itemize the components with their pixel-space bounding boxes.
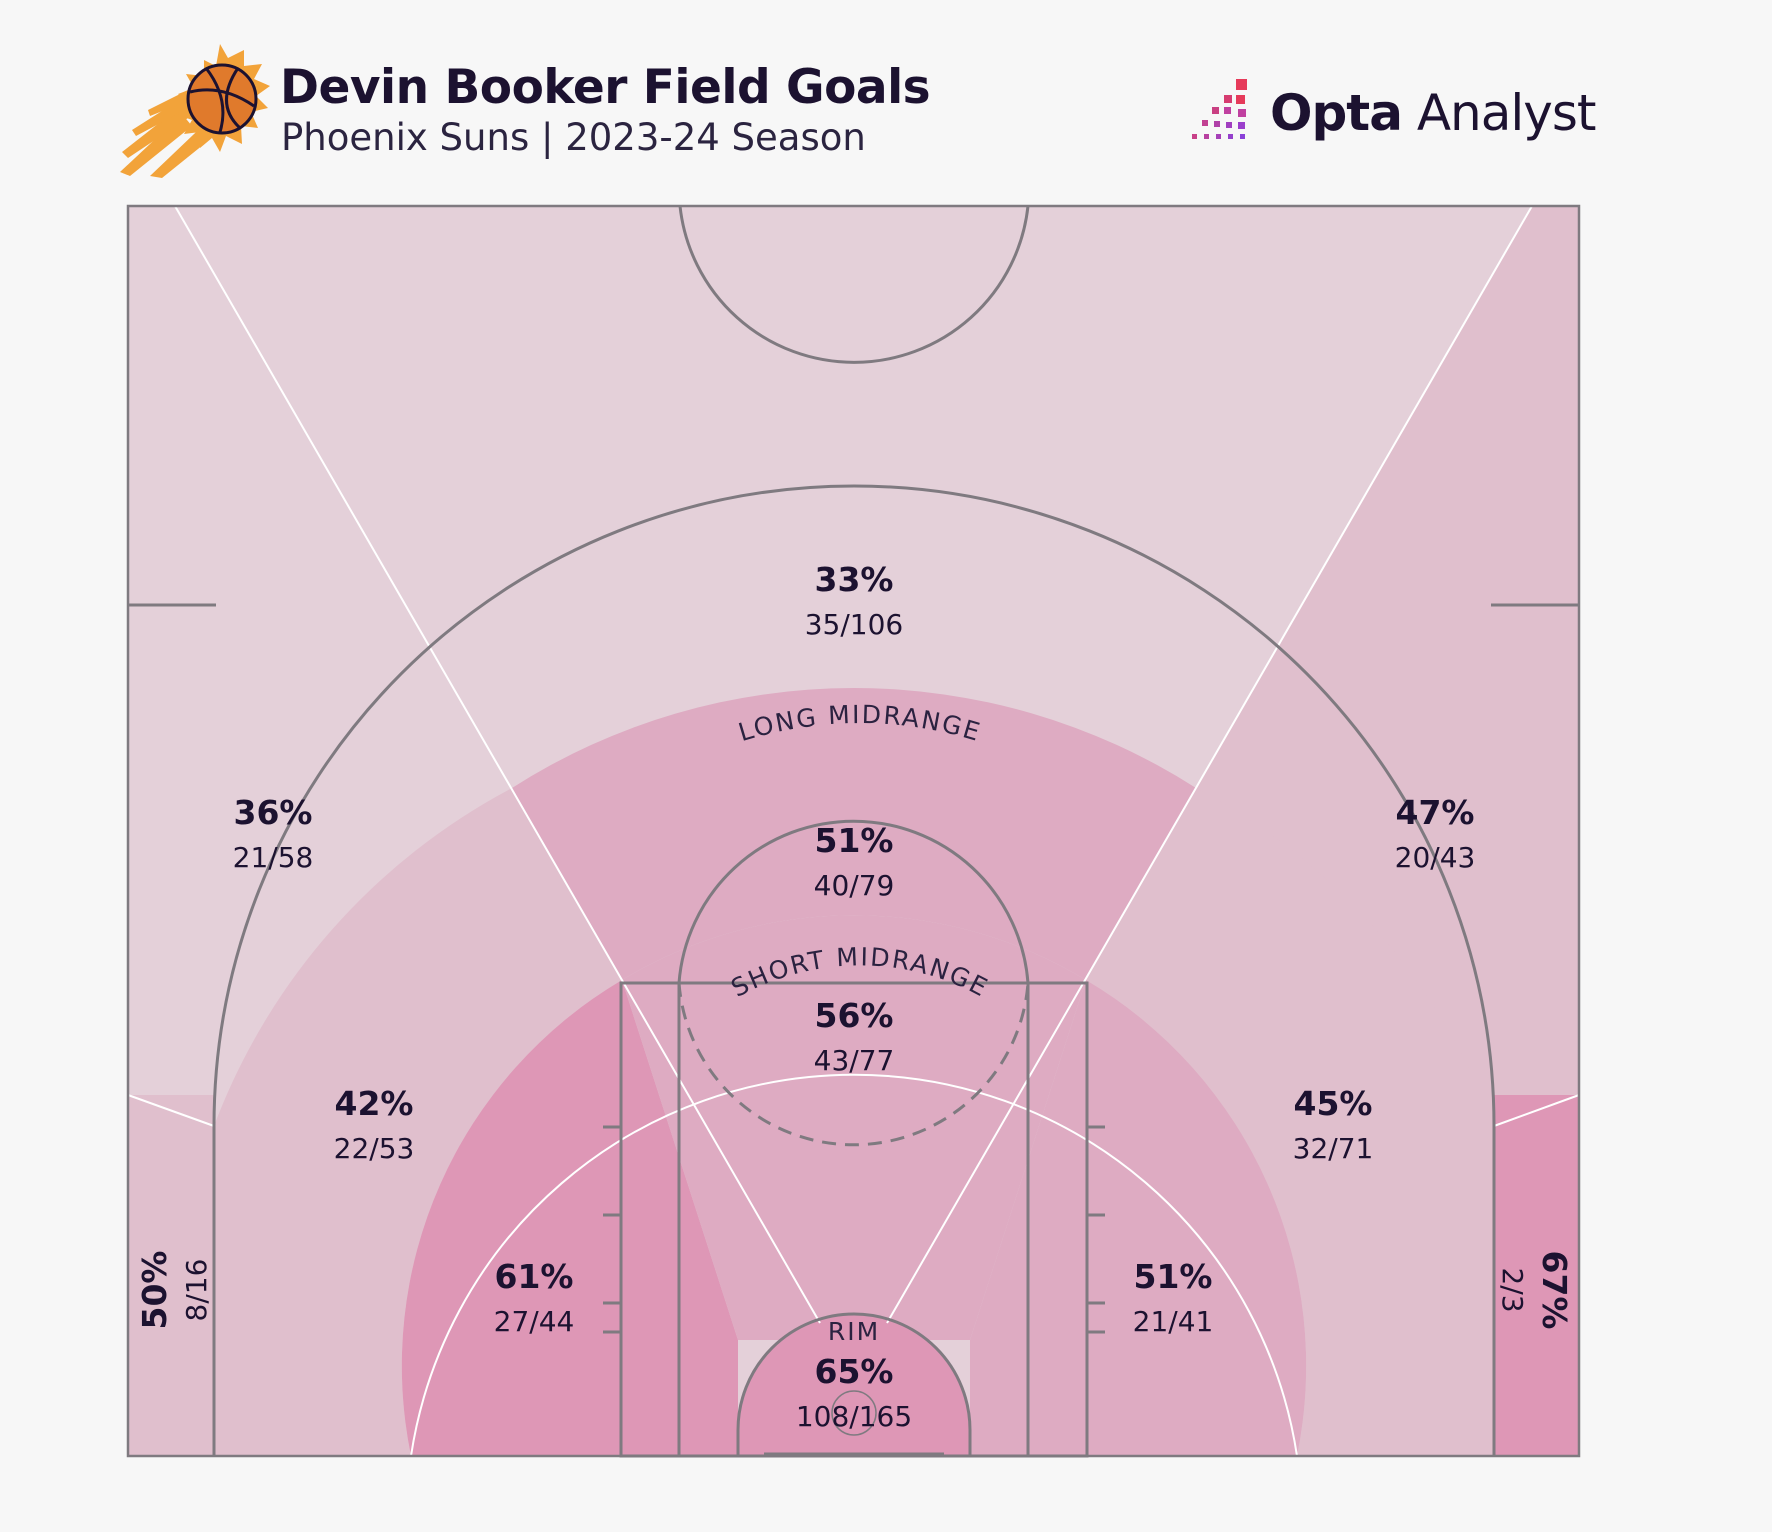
zone-corner-left-fill: [128, 1095, 214, 1456]
zone-count-label: 32/71: [1293, 1132, 1374, 1165]
zone-rim: 65% 108/165: [796, 1352, 912, 1433]
zone-pct-label: 50%: [135, 1251, 174, 1330]
chart-title: Devin Booker Field Goals: [280, 60, 931, 115]
zone-pct-label: 33%: [815, 560, 894, 599]
chart-subtitle: Phoenix Suns | 2023-24 Season: [281, 116, 866, 159]
zone-long-mid-left-fill: [214, 788, 622, 1456]
zone-pct-label: 36%: [234, 793, 313, 832]
brand-bold-text: Opta: [1270, 84, 1403, 142]
zone-value-labels: 33% 35/106 36% 21/58 47% 20/43 51% 40/79…: [135, 560, 1574, 1433]
zone-corner-left: 50% 8/16: [135, 1251, 213, 1330]
zone-pct-label: 47%: [1396, 793, 1475, 832]
zone-count-label: 2/3: [1496, 1267, 1529, 1312]
zone-count-label: 43/77: [814, 1044, 895, 1077]
rim-label: RIM: [828, 1317, 880, 1346]
court-lines: [126, 204, 1581, 1458]
zone-pct-label: 45%: [1294, 1084, 1373, 1123]
zone-count-label: 8/16: [180, 1259, 213, 1322]
zone-count-label: 35/106: [805, 608, 904, 641]
zone-count-label: 21/58: [233, 841, 314, 874]
zone-long-mid-left: 42% 22/53: [334, 1084, 415, 1165]
zone-short-mid-center-fill: [622, 915, 1086, 1340]
zone-count-label: 21/41: [1133, 1305, 1214, 1338]
chart-header: Devin Booker Field Goals Phoenix Suns | …: [0, 0, 1772, 190]
zone-long-mid-center-fill: [512, 688, 1196, 980]
zone-pct-label: 61%: [495, 1257, 574, 1296]
zone-corner-right-fill: [1494, 1095, 1579, 1456]
zone-pct-label: 42%: [335, 1084, 414, 1123]
zone-dividers: [128, 206, 1579, 1456]
brand-wordmark: Opta Analyst: [1270, 84, 1597, 142]
brand-light-text: Analyst: [1416, 84, 1597, 142]
zone-short-mid-center: 56% 43/77: [814, 996, 895, 1077]
zone-above-break-center: 33% 35/106: [805, 560, 904, 641]
zone-pct-label: 56%: [815, 996, 894, 1035]
zone-above-break-right: 47% 20/43: [1395, 793, 1476, 874]
zone-long-mid-center: 51% 40/79: [814, 821, 895, 902]
suns-basketball-logo-icon: [120, 44, 270, 178]
zone-short-mid-left-fill: [401, 980, 738, 1456]
zone-count-label: 40/79: [814, 869, 895, 902]
zone-pct-label: 51%: [815, 821, 894, 860]
zone-rim-fill: [738, 1314, 970, 1456]
opta-analyst-logo-icon: [1192, 79, 1247, 139]
zone-count-label: 27/44: [494, 1305, 575, 1338]
zone-short-mid-right: 51% 21/41: [1133, 1257, 1214, 1338]
zone-short-mid-left: 61% 27/44: [494, 1257, 575, 1338]
zone-count-label: 108/165: [796, 1400, 912, 1433]
zone-long-mid-right-fill: [1086, 788, 1494, 1456]
zone-pct-label: 65%: [815, 1352, 894, 1391]
zone-count-label: 20/43: [1395, 841, 1476, 874]
zone-long-mid-right: 45% 32/71: [1293, 1084, 1374, 1165]
brand-logo: Opta Analyst: [1180, 74, 1600, 154]
zone-pct-label: 67%: [1535, 1251, 1574, 1330]
zone-corner-right: 67% 2/3: [1496, 1251, 1574, 1330]
zone-pct-label: 51%: [1134, 1257, 1213, 1296]
zone-fills: [128, 206, 1579, 1456]
zone-short-mid-right-fill: [970, 980, 1307, 1456]
zone-above-break-left: 36% 21/58: [233, 793, 314, 874]
zone-count-label: 22/53: [334, 1132, 415, 1165]
